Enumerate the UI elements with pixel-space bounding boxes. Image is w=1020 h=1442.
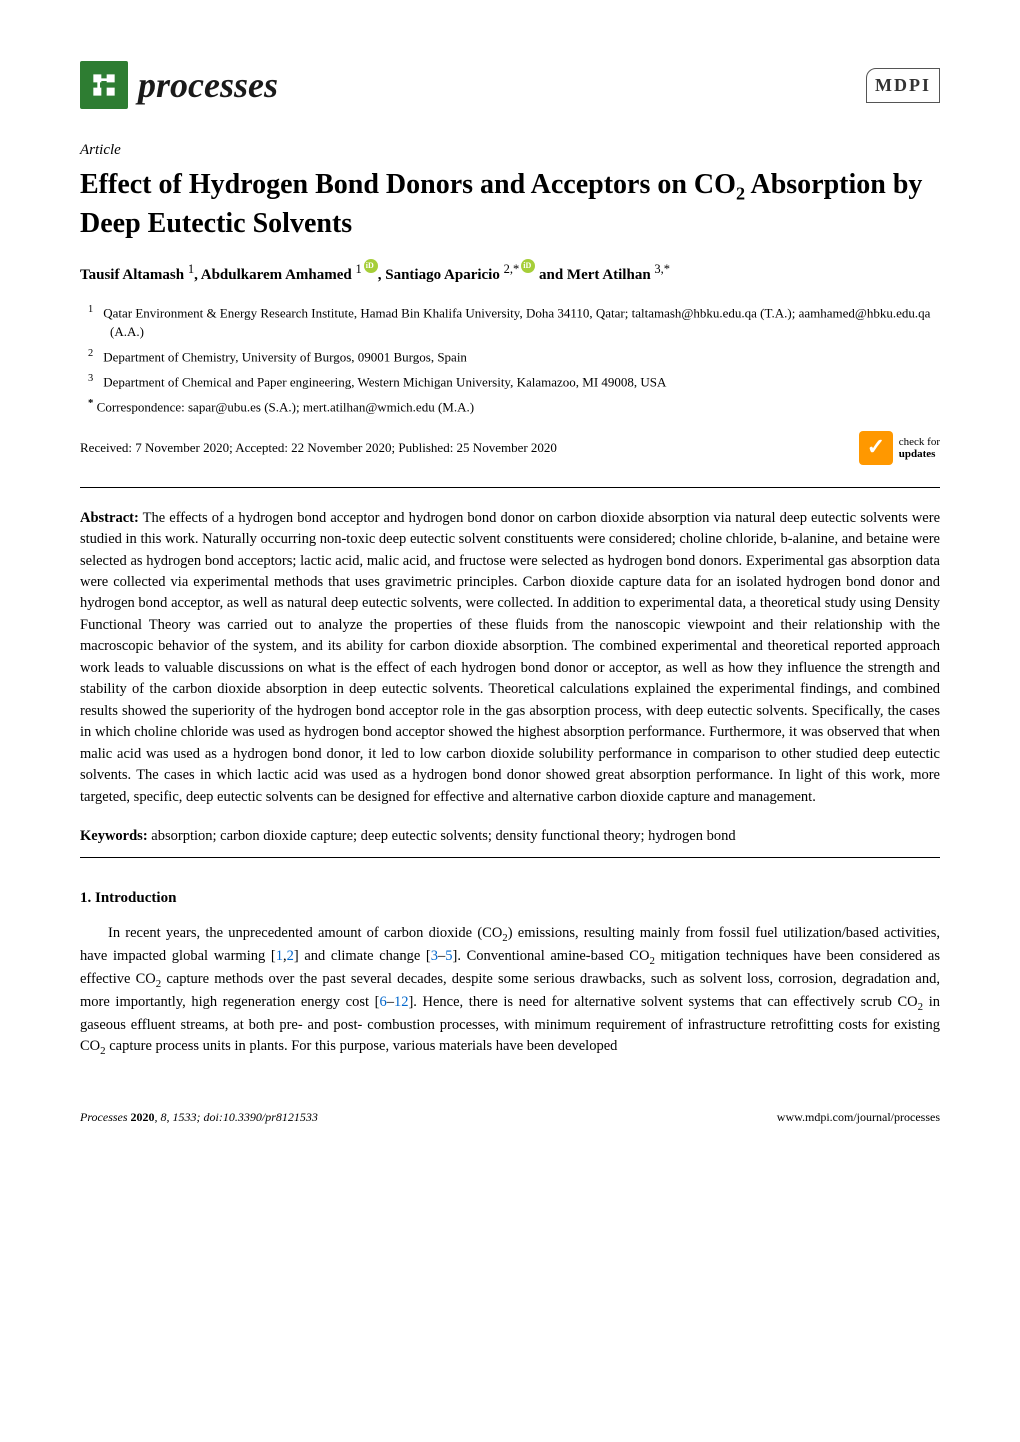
corresp-text: Correspondence: sapar@ubu.es (S.A.); mer… [97, 399, 474, 414]
correspondence-line: * Correspondence: sapar@ubu.es (S.A.); m… [80, 396, 940, 417]
article-type: Article [80, 140, 940, 161]
ref-link-1[interactable]: 1 [276, 948, 283, 964]
abstract: Abstract: The effects of a hydrogen bond… [80, 508, 940, 808]
ref-link-3[interactable]: 3 [431, 948, 438, 964]
footer-url[interactable]: www.mdpi.com/journal/processes [777, 1109, 940, 1126]
affiliation-number: 1 [88, 304, 93, 315]
intro-text: – [387, 994, 394, 1010]
journal-logo: processes [80, 60, 278, 110]
author-3: Santiago Aparicio [385, 267, 503, 283]
pub-dates: Received: 7 November 2020; Accepted: 22 … [80, 439, 557, 457]
section-1-heading: 1. Introduction [80, 888, 940, 909]
intro-text: capture process units in plants. For thi… [106, 1038, 618, 1054]
author-4-affil: 3, [654, 262, 663, 276]
author-1: Tausif Altamash [80, 267, 188, 283]
check-updates-label: check for updates [899, 436, 940, 460]
header-row: processes MDPI [80, 60, 940, 110]
keywords-text: absorption; carbon dioxide capture; deep… [148, 828, 736, 844]
sep: and [535, 267, 567, 283]
author-4-corresp: * [664, 262, 670, 276]
sep: , [194, 267, 201, 283]
author-4: Mert Atilhan [567, 267, 655, 283]
ref-link-6[interactable]: 6 [379, 994, 386, 1010]
intro-text: ]. Conventional amine-based CO [453, 948, 650, 964]
title-pre: Effect of Hydrogen Bond Donors and Accep… [80, 169, 736, 200]
orcid-icon[interactable] [364, 259, 378, 273]
divider [80, 857, 940, 858]
intro-text: In recent years, the unprecedented amoun… [108, 925, 502, 941]
intro-paragraph: In recent years, the unprecedented amoun… [80, 923, 940, 1059]
footer-citation: Processes 2020, 8, 1533; doi:10.3390/pr8… [80, 1109, 318, 1126]
ref-link-12[interactable]: 12 [394, 994, 409, 1010]
affiliation-line: 2 Department of Chemistry, University of … [80, 346, 940, 367]
orcid-icon[interactable] [521, 259, 535, 273]
affiliation-line: 3 Department of Chemical and Paper engine… [80, 371, 940, 392]
keywords: Keywords: absorption; carbon dioxide cap… [80, 826, 940, 847]
keywords-label: Keywords: [80, 828, 148, 844]
dates-row: Received: 7 November 2020; Accepted: 22 … [80, 431, 940, 465]
author-3-corresp: * [513, 262, 519, 276]
check-updates-button[interactable]: check for updates [859, 431, 940, 465]
authors-line: Tausif Altamash 1, Abdulkarem Amhamed 1,… [80, 259, 940, 286]
affiliation-text: Qatar Environment & Energy Research Inst… [103, 305, 930, 339]
affiliation-number: 2 [88, 348, 93, 359]
abstract-label: Abstract: [80, 510, 139, 526]
affiliation-line: 1 Qatar Environment & Energy Research Ins… [80, 302, 940, 342]
journal-name: processes [138, 60, 278, 110]
footer-year: 2020 [131, 1110, 155, 1124]
check-updates-line2: updates [899, 448, 940, 460]
article-title: Effect of Hydrogen Bond Donors and Accep… [80, 167, 940, 240]
ref-link-5[interactable]: 5 [445, 948, 452, 964]
check-updates-icon [859, 431, 893, 465]
affiliation-text: Department of Chemical and Paper enginee… [103, 374, 666, 389]
divider [80, 487, 940, 488]
title-sub: 2 [736, 184, 745, 204]
author-3-affil: 2, [504, 262, 513, 276]
footer-doi: , 8, 1533; doi:10.3390/pr8121533 [155, 1110, 318, 1124]
check-updates-line1: check for [899, 436, 940, 448]
ref-link-2[interactable]: 2 [287, 948, 294, 964]
intro-text: ]. Hence, there is need for alternative … [408, 994, 917, 1010]
processes-logo-icon [80, 61, 128, 109]
abstract-text: The effects of a hydrogen bond acceptor … [80, 510, 940, 805]
footer-journal: Processes [80, 1110, 131, 1124]
mdpi-logo: MDPI [866, 68, 940, 103]
intro-text: ] and climate change [ [294, 948, 431, 964]
page-footer: Processes 2020, 8, 1533; doi:10.3390/pr8… [80, 1109, 940, 1126]
affiliation-number: 3 [88, 373, 93, 384]
affiliation-text: Department of Chemistry, University of B… [103, 349, 467, 364]
affiliations-block: 1 Qatar Environment & Energy Research Ins… [80, 302, 940, 392]
corresp-star: * [88, 397, 93, 409]
author-2: Abdulkarem Amhamed [201, 267, 356, 283]
author-2-affil: 1 [356, 262, 362, 276]
